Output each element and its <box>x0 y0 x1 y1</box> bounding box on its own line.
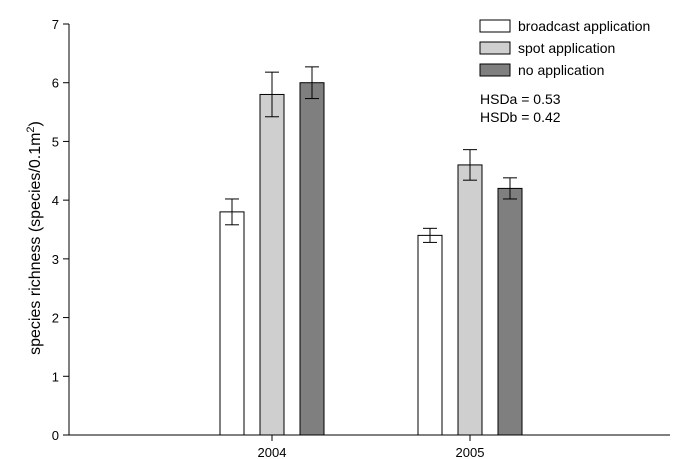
bar <box>259 93 285 436</box>
error-bar <box>423 227 437 243</box>
y-tick-label: 4 <box>52 193 59 208</box>
y-tick-label: 7 <box>52 17 59 32</box>
legend-label: no application <box>518 62 604 78</box>
error-bar <box>305 66 319 100</box>
y-tick-label: 5 <box>52 134 59 149</box>
y-tick-label: 3 <box>52 252 59 267</box>
bar <box>417 234 443 436</box>
y-tick-label: 6 <box>52 76 59 91</box>
bar <box>219 211 245 436</box>
annotations: HSDa = 0.53 HSDb = 0.42 <box>480 91 561 125</box>
bars <box>219 66 523 436</box>
legend-label: spot application <box>518 40 615 56</box>
x-tick-label: 2005 <box>456 445 485 459</box>
y-axis: 0 1 2 3 4 5 6 7 <box>52 17 70 443</box>
legend-swatch <box>479 63 511 77</box>
legend-swatch <box>479 19 511 33</box>
bar <box>457 164 483 436</box>
bar <box>299 82 325 436</box>
bar <box>497 187 523 436</box>
legend-item: broadcast application <box>479 18 650 34</box>
x-axis: 2004 2005 <box>69 434 670 459</box>
error-bar <box>225 198 239 226</box>
legend: broadcast application spot application no … <box>479 18 650 78</box>
legend-item: no application <box>479 62 604 78</box>
legend-item: spot application <box>479 40 615 56</box>
error-bar <box>503 177 517 200</box>
y-axis-label: species richness (species/0.1m2) <box>25 121 44 355</box>
legend-swatch <box>479 41 511 55</box>
hsd-annotation: HSDa = 0.53 <box>480 91 561 107</box>
error-bar <box>265 71 279 118</box>
legend-label: broadcast application <box>518 18 650 34</box>
hsd-annotation: HSDb = 0.42 <box>480 109 561 125</box>
y-tick-label: 1 <box>52 369 59 384</box>
y-tick-label: 2 <box>52 311 59 326</box>
x-tick-label: 2004 <box>258 445 287 459</box>
y-tick-label: 0 <box>52 428 59 443</box>
error-bar <box>463 149 477 181</box>
